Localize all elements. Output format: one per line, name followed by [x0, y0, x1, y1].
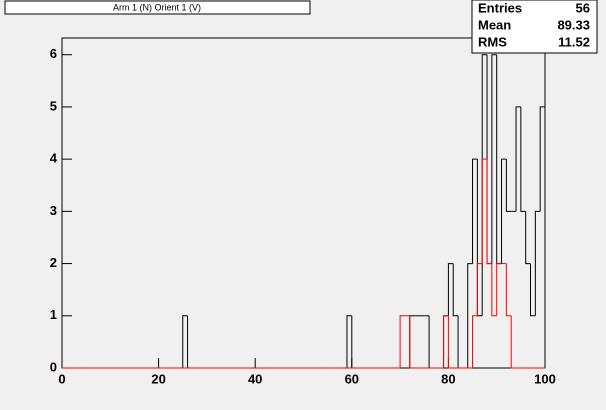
hist-bin [481, 158, 488, 264]
hist-bin [409, 315, 415, 369]
y-tick-label: 0 [50, 359, 57, 374]
hist-bin [525, 211, 531, 265]
hist-bin [530, 263, 536, 317]
hist-bin [505, 159, 512, 212]
hist-bin [399, 315, 405, 368]
y-tick-label: 5 [50, 98, 57, 113]
hist-bin [515, 106, 521, 212]
plot-frame [61, 37, 546, 369]
y-tick-label: 4 [50, 151, 58, 166]
hist-bin [496, 263, 502, 316]
x-tick-label: 0 [58, 371, 65, 386]
stats-value: 56 [576, 0, 590, 15]
x-tick-label: 40 [248, 371, 262, 386]
x-tick-label: 80 [441, 371, 455, 386]
hist-bin [534, 210, 541, 316]
y-tick-label: 1 [50, 307, 57, 322]
hist-bin [447, 263, 454, 316]
stats-box [471, 0, 598, 54]
y-tick-label: 3 [50, 203, 57, 218]
hist-bin [501, 158, 507, 264]
stats-value: 11.52 [558, 34, 590, 49]
hist-bin [447, 315, 454, 369]
y-tick-label: 6 [50, 46, 57, 61]
hist-bin [467, 263, 473, 368]
stats-label: RMS [478, 34, 507, 49]
hist-bin [452, 263, 459, 317]
hist-bin [491, 263, 497, 317]
hist-bin [182, 315, 188, 368]
hist-bin [486, 159, 492, 265]
hist-bin [520, 106, 526, 212]
y-tick-label: 2 [50, 255, 57, 270]
x-tick-label: 20 [151, 371, 165, 386]
hist-bin [491, 54, 497, 264]
x-tick-label: 100 [534, 371, 556, 386]
hist-bin [472, 158, 478, 264]
chart-title: Arm 1 (N) Orient 1 (V) [113, 2, 201, 12]
x-tick-label: 60 [345, 371, 359, 386]
hist-bin [510, 315, 517, 369]
stats-value: 89.33 [557, 17, 590, 32]
hist-bin [476, 263, 483, 316]
hist-bin [472, 315, 478, 368]
title-box [4, 0, 311, 15]
stats-label: Entries [478, 0, 522, 15]
hist-bin [539, 106, 546, 368]
hist-bin [346, 315, 352, 368]
stats-label: Mean [478, 17, 511, 32]
hist-bin [443, 315, 449, 368]
hist-bin [505, 263, 512, 317]
